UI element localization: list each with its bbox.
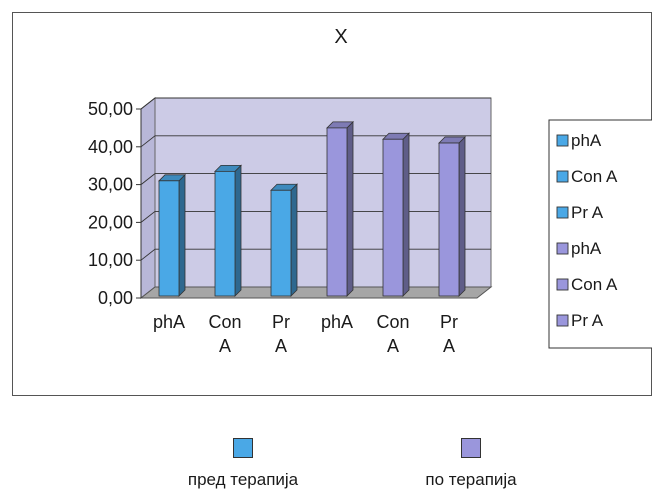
bar-side: [178, 173, 186, 297]
y-tick-label: 10,00: [88, 250, 133, 270]
bottom-legend-before: пред терапија: [148, 438, 338, 490]
x-tick-label: Con A: [208, 312, 241, 356]
legend-swatch: [556, 278, 569, 291]
y-tick-label: 30,00: [88, 175, 133, 195]
x-tick-label: Con A: [376, 312, 409, 356]
y-tick-label: 20,00: [88, 212, 133, 232]
bar: [438, 142, 460, 297]
legend-label: phA: [571, 239, 602, 258]
bar-side: [290, 183, 298, 297]
after-therapy-label: по терапија: [425, 470, 517, 489]
plot-side-wall: [140, 96, 156, 300]
legend-label: Con A: [571, 275, 618, 294]
bar: [382, 138, 404, 297]
legend-label: Pr A: [571, 203, 604, 222]
bar-chart: 0,00 10,00 20,00 30,00 40,00 50,00 phA Con A Pr A p…: [88, 26, 652, 356]
gridline: [140, 173, 491, 185]
x-tick-label: Pr A: [440, 312, 458, 356]
legend-box: [548, 119, 652, 349]
gridline: [140, 97, 491, 110]
before-therapy-label: пред терапија: [187, 470, 299, 489]
x-tick-label: Pr A: [272, 312, 290, 356]
bar: [270, 189, 292, 297]
y-tick-label: 0,00: [98, 288, 133, 308]
legend-label: Pr A: [571, 311, 604, 330]
legend-label: phA: [571, 131, 602, 150]
gridline: [140, 210, 491, 223]
bar-side: [234, 164, 242, 297]
x-tick-label: phA: [153, 312, 185, 332]
legend-swatch: [556, 170, 569, 183]
bottom-legend-after: по терапија: [376, 438, 566, 490]
bar-side: [458, 136, 466, 297]
bar-side: [346, 120, 354, 297]
legend-swatch: [556, 242, 569, 255]
gridline: [140, 248, 491, 261]
plot-floor: [139, 286, 493, 299]
after-therapy-swatch: [461, 438, 481, 458]
legend-swatch: [556, 206, 569, 219]
bar: [158, 180, 180, 297]
x-tick-label: phA: [321, 312, 353, 332]
legend-label: Con A: [571, 167, 618, 186]
legend-swatch: [556, 134, 569, 147]
before-therapy-swatch: [233, 438, 253, 458]
bar-side: [402, 132, 410, 297]
legend-swatch: [556, 314, 569, 327]
bar: [214, 170, 236, 297]
chart-title: X: [334, 26, 347, 48]
y-tick-label: 50,00: [88, 99, 133, 119]
bar: [326, 127, 348, 297]
gridline: [140, 135, 491, 148]
y-tick-label: 40,00: [88, 137, 133, 157]
chart-frame: 0,00 10,00 20,00 30,00 40,00 50,00 phA Con A Pr A p…: [12, 12, 652, 396]
